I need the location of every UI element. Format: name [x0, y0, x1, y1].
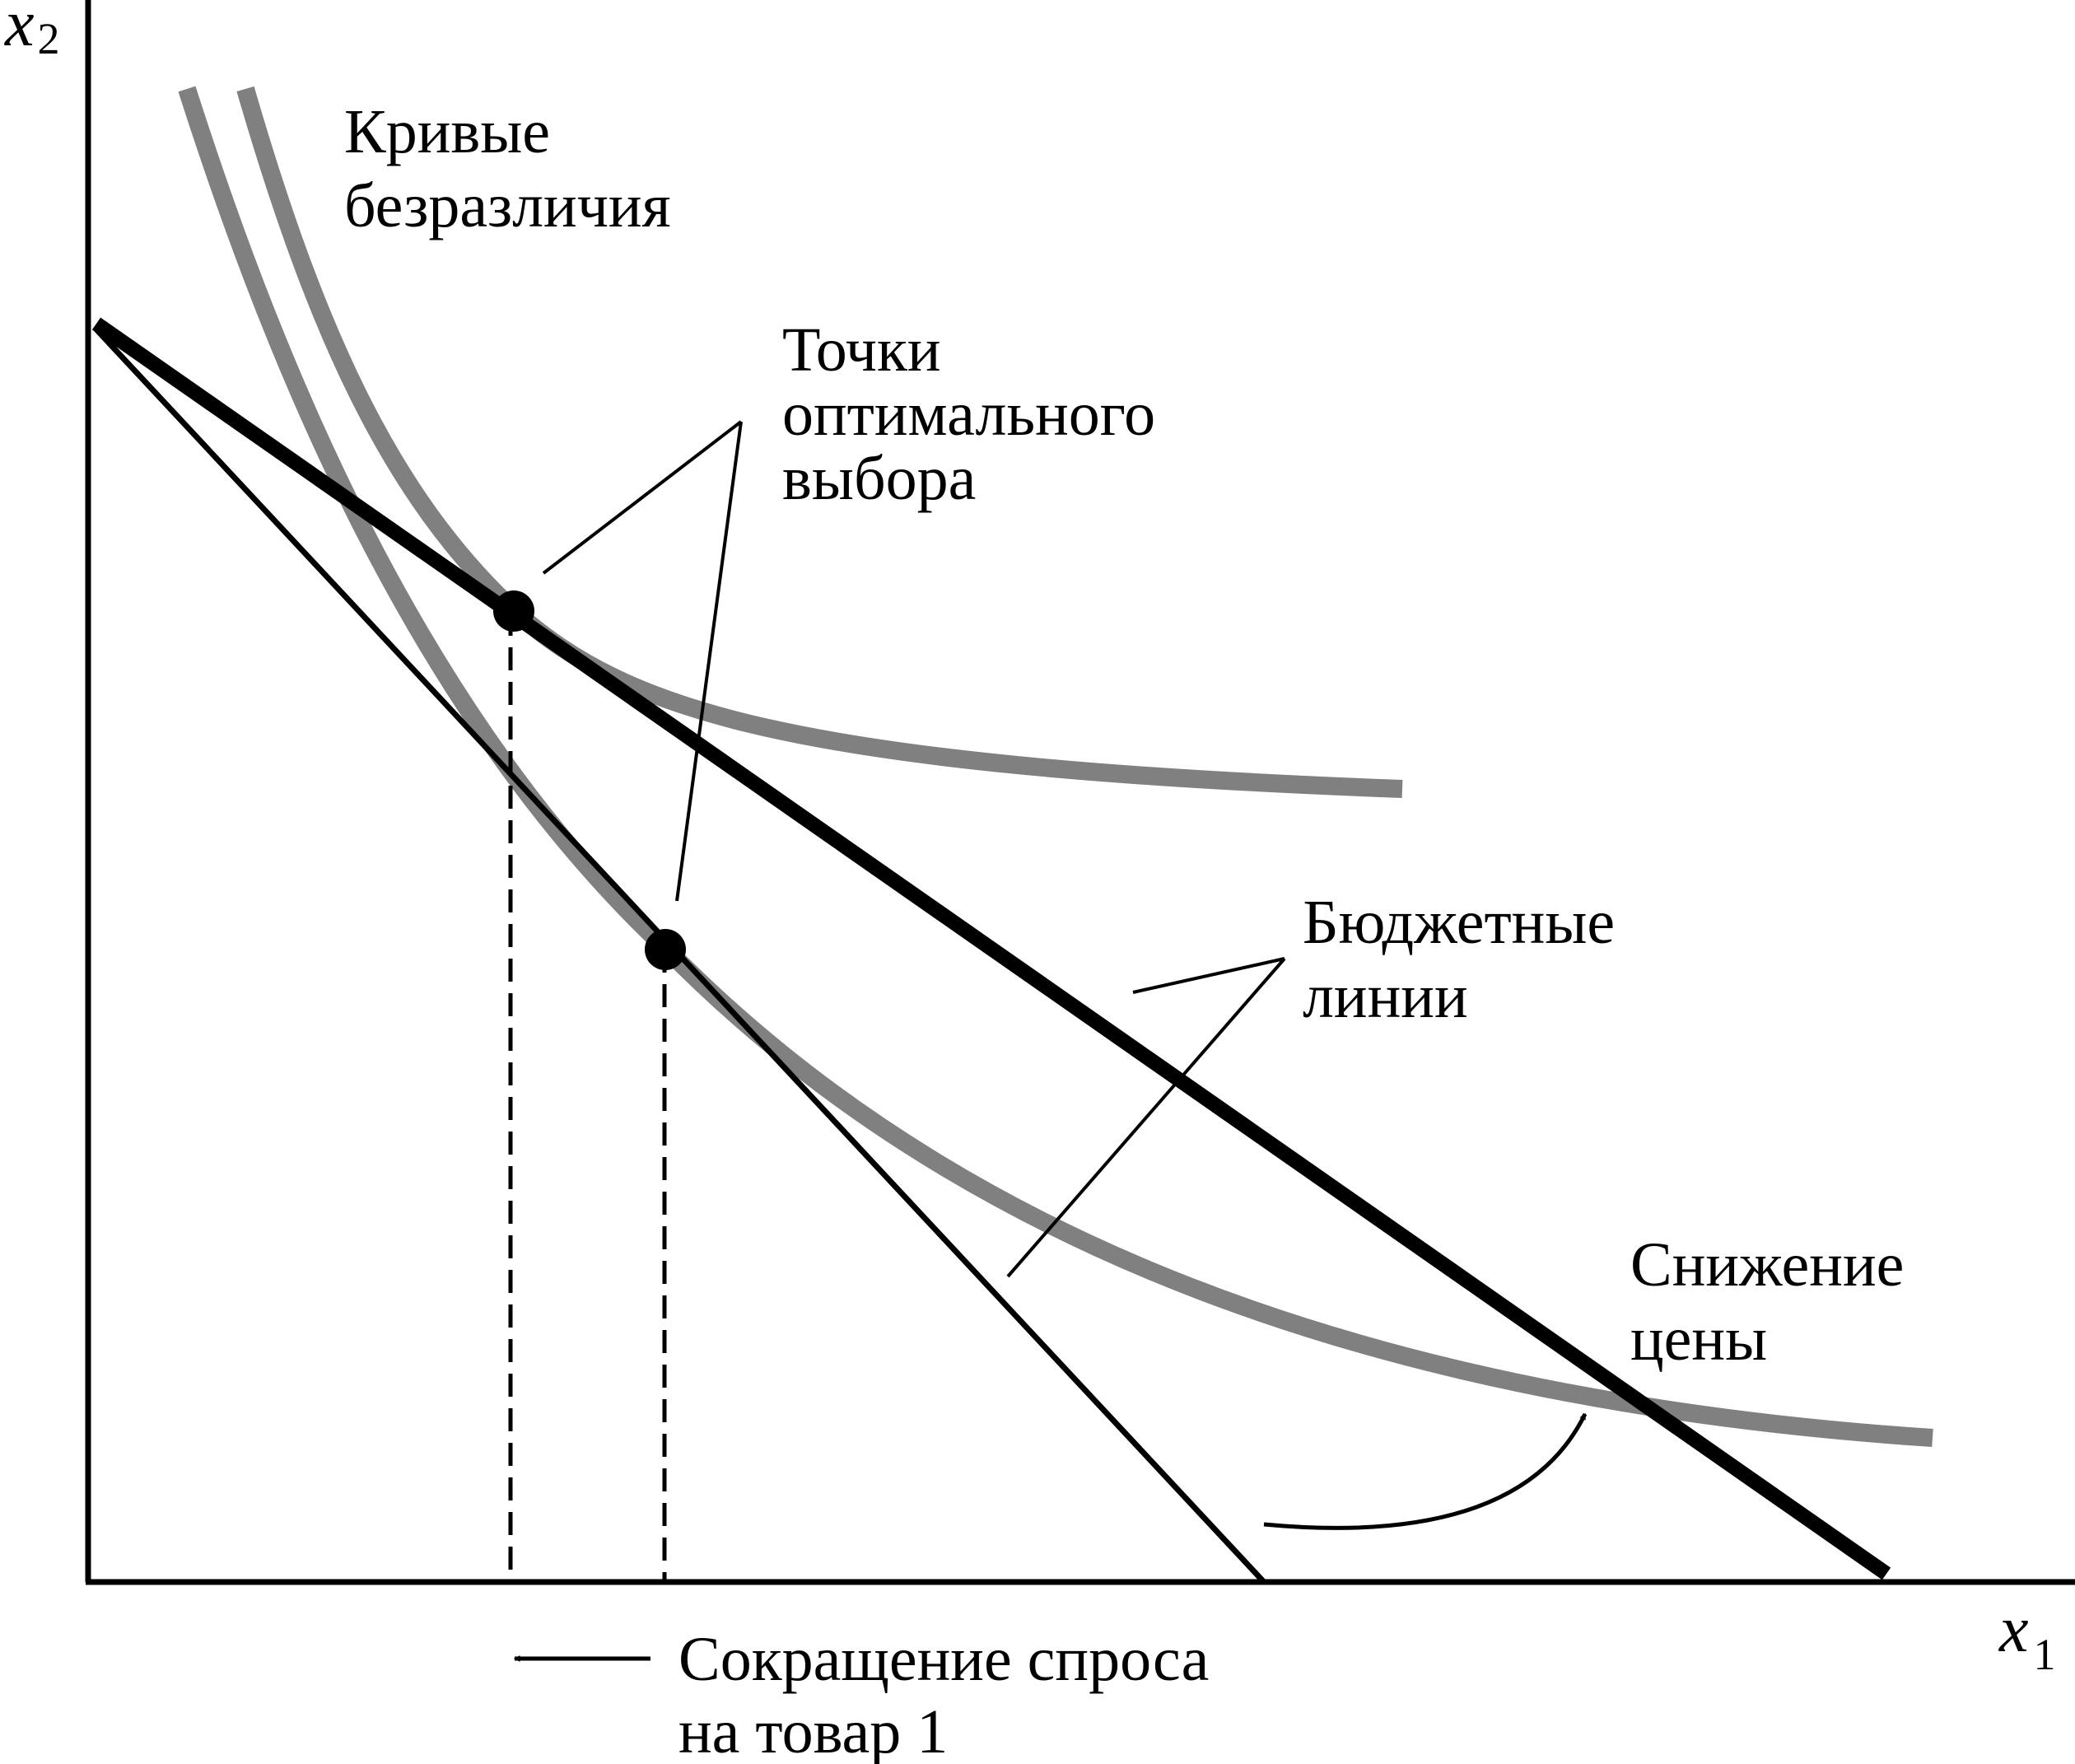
label-budget-lines-line2: линии [1303, 962, 1468, 1031]
label-price-decrease-line2: цены [1630, 1304, 1767, 1374]
label-optimal-points: Точки оптимального выбора [782, 315, 1155, 513]
optimal-points [493, 590, 686, 970]
label-budget-lines: Бюджетные линии [1303, 888, 1615, 1031]
axes [85, 0, 2075, 1585]
label-price-decrease-line1: Снижение [1630, 1230, 1904, 1300]
label-demand-decrease-line2: на товар 1 [678, 1697, 948, 1764]
label-optimal-points-line3: выбора [782, 444, 976, 513]
leader-budget-upper [1132, 957, 1285, 994]
budget-line-after-price-decrease [91, 317, 1891, 1580]
label-indifference-curves-line1: Кривые [344, 97, 550, 166]
price-decrease-arrow [1263, 1412, 1588, 1530]
label-budget-lines-line1: Бюджетные [1303, 888, 1615, 957]
projection-lines [508, 613, 667, 1582]
label-indifference-curves-line2: безразличия [344, 171, 671, 240]
optimal-point-lower [645, 929, 686, 970]
leader-optimal-lower [675, 421, 743, 902]
optimal-point-upper [493, 590, 534, 632]
leader-budget-lower [1006, 957, 1286, 1278]
leader-optimal-upper [542, 420, 743, 575]
leader-lines [542, 420, 1286, 1278]
label-indifference-curves: Кривые безразличия [344, 97, 671, 240]
y-axis-label: x2 [4, 0, 60, 63]
label-optimal-points-line1: Точки [782, 315, 941, 385]
label-optimal-points-line2: оптимального [782, 380, 1155, 449]
label-demand-decrease-line1: Сокращение спроса [678, 1625, 1209, 1694]
label-price-decrease: Снижение цены [1630, 1230, 1904, 1374]
label-demand-decrease: Сокращение спроса на товар 1 [678, 1625, 1209, 1764]
budget-lines [91, 317, 1891, 1584]
